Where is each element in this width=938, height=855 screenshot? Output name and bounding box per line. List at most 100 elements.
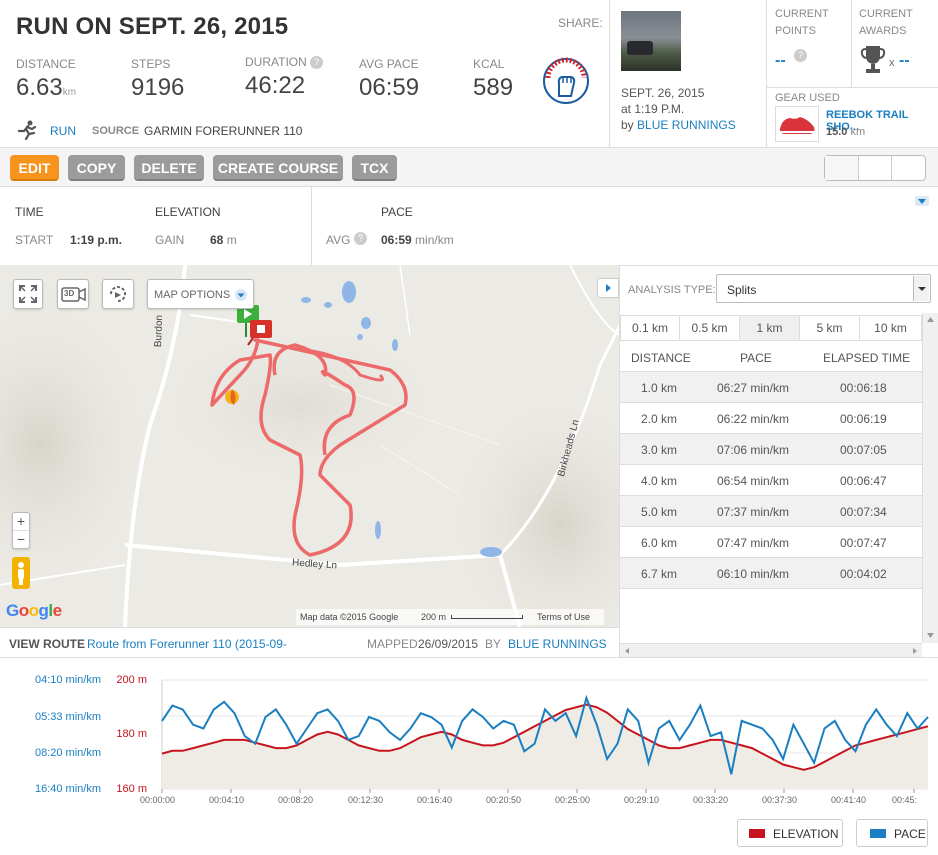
mapped-by-link[interactable]: BLUE RUNNINGS [508,637,607,651]
fullscreen-button[interactable] [13,279,43,309]
copy-button[interactable]: COPY [68,155,125,181]
legend-swatch [749,829,765,838]
tcx-button[interactable]: TCX [352,155,397,181]
points-value: -- [775,52,786,69]
mapped-label: MAPPED [367,637,418,651]
avg-help-icon[interactable]: ? [354,232,367,246]
x-tick-label: 00:08:20 [278,795,314,805]
points-label: CURRENT POINTS [775,8,829,37]
toggle-segment[interactable] [859,156,893,180]
shoe-image[interactable] [775,106,819,142]
stat-distance: DISTANCE 6.63km [16,57,77,101]
gear-link[interactable]: REEBOK TRAIL SHO... [826,109,909,133]
stat-steps: STEPS 9196 [131,57,185,101]
x-tick-label: 00:16:40 [417,795,453,805]
gain-value: 68 [210,233,224,247]
table-row[interactable]: 4.0 km 06:54 min/km 00:06:47 [620,465,922,496]
legend-swatch [870,829,886,838]
gain-label: GAIN [155,233,185,247]
share-label: SHARE: [558,16,603,30]
chevron-down-icon [235,289,247,301]
edit-button[interactable]: EDIT [10,155,59,181]
mapped-by-label: BY [485,637,502,651]
zoom-out-button[interactable]: − [16,531,26,547]
view-toggle[interactable] [824,155,926,181]
tab-1-km[interactable]: 1 km [739,315,800,341]
activity-photo[interactable] [621,11,681,71]
tab-0-5-km[interactable]: 0.5 km [679,315,740,341]
tab-0-1-km[interactable]: 0.1 km [620,315,680,341]
table-row[interactable]: 6.0 km 07:47 min/km 00:07:47 [620,527,922,558]
video-3d-icon [61,287,86,302]
analysis-type-select[interactable]: Splits [716,274,931,303]
legend-elevation-toggle[interactable]: ELEVATION [737,819,843,847]
tab-10-km[interactable]: 10 km [859,315,922,341]
map-options-button[interactable]: MAP OPTIONS [147,279,254,309]
start-value: 1:19 p.m. [70,233,123,247]
toggle-segment[interactable] [892,156,925,180]
fist-badge-icon [543,57,589,104]
x-tick-label: 00:20:50 [486,795,522,805]
avg-label: AVG [326,233,351,247]
table-row[interactable]: 1.0 km 06:27 min/km 00:06:18 [620,372,922,403]
awards-value: -- [899,52,910,69]
toggle-segment[interactable] [825,156,859,180]
table-row[interactable]: 2.0 km 06:22 min/km 00:06:19 [620,403,922,434]
page-title: RUN ON SEPT. 26, 2015 [16,13,289,40]
pace-tick: 08:20 min/km [34,747,101,759]
delete-button[interactable]: DELETE [134,155,204,181]
caret-right-icon [606,284,611,292]
legend-pace-toggle[interactable]: PACE [856,819,928,847]
x-tick-label: 00:12:30 [348,795,384,805]
post-info: SEPT. 26, 2015 at 1:19 P.M. by BLUE RUNN… [621,86,736,132]
points-help-icon[interactable]: ? [794,49,807,63]
zoom-in-button[interactable]: + [13,513,29,531]
stat-duration: DURATION ? 46:22 [245,55,324,100]
x-tick-label: 00:45: [892,795,918,805]
x-tick-label: 00:04:10 [209,795,245,805]
author-link[interactable]: BLUE RUNNINGS [637,118,736,132]
street-view-pegman[interactable] [12,557,30,589]
collapse-panel-button[interactable] [597,278,619,298]
stat-kcal: KCAL 589 [473,57,514,101]
replay-button[interactable] [102,279,134,309]
x-tick-label: 00:25:00 [555,795,591,805]
tab-5-km[interactable]: 5 km [799,315,860,341]
activity-type-link[interactable]: RUN [50,124,76,138]
col-pace[interactable]: PACE [740,351,772,365]
table-row[interactable]: 5.0 km 07:37 min/km 00:07:34 [620,496,922,527]
gear-label: GEAR USED [775,92,840,104]
elevation-pace-chart[interactable] [0,660,938,810]
terms-link[interactable]: Terms of Use [537,612,591,622]
map-attribution-bar: Map data ©2015 Google 200 m Terms of Use [296,609,604,625]
col-elapsed-time[interactable]: ELAPSED TIME [823,351,911,365]
analysis-type-label: ANALYSIS TYPE: [628,284,716,296]
vertical-scrollbar[interactable] [922,313,938,643]
trophy-icon [860,46,886,73]
help-icon[interactable]: ? [310,56,324,70]
start-label: START [15,233,54,247]
expand-summary-icon[interactable] [915,195,929,209]
create-course-button[interactable]: CREATE COURSE [213,155,343,181]
pace-tick: 16:40 min/km [34,783,101,795]
horizontal-scrollbar[interactable] [620,643,922,657]
table-row[interactable]: 6.7 km 06:10 min/km 00:04:02 [620,558,922,589]
table-row[interactable]: 3.0 km 07:06 min/km 00:07:05 [620,434,922,465]
elevation-tick: 160 m [116,783,147,795]
elevation-heading: ELEVATION [155,205,221,219]
route-map[interactable]: Burdon Birkheads Ln Hedley Ln 3D MAP OPT… [0,265,620,627]
elevation-tick: 180 m [116,728,147,740]
elevation-area [162,704,928,789]
run-icon [16,120,38,143]
fullscreen-icon [19,285,37,303]
elevation-tick: 200 m [116,674,147,686]
google-logo: Google [6,601,62,620]
3d-button[interactable]: 3D [57,279,89,309]
time-heading: TIME [15,205,44,219]
scale-bar [451,615,523,619]
zoom-controls: + − [12,512,30,549]
avg-value: 06:59 [381,233,412,247]
col-distance[interactable]: DISTANCE [631,351,691,365]
x-tick-label: 00:33:20 [693,795,729,805]
route-link[interactable]: Route from Forerunner 110 (2015-09- [87,637,287,651]
